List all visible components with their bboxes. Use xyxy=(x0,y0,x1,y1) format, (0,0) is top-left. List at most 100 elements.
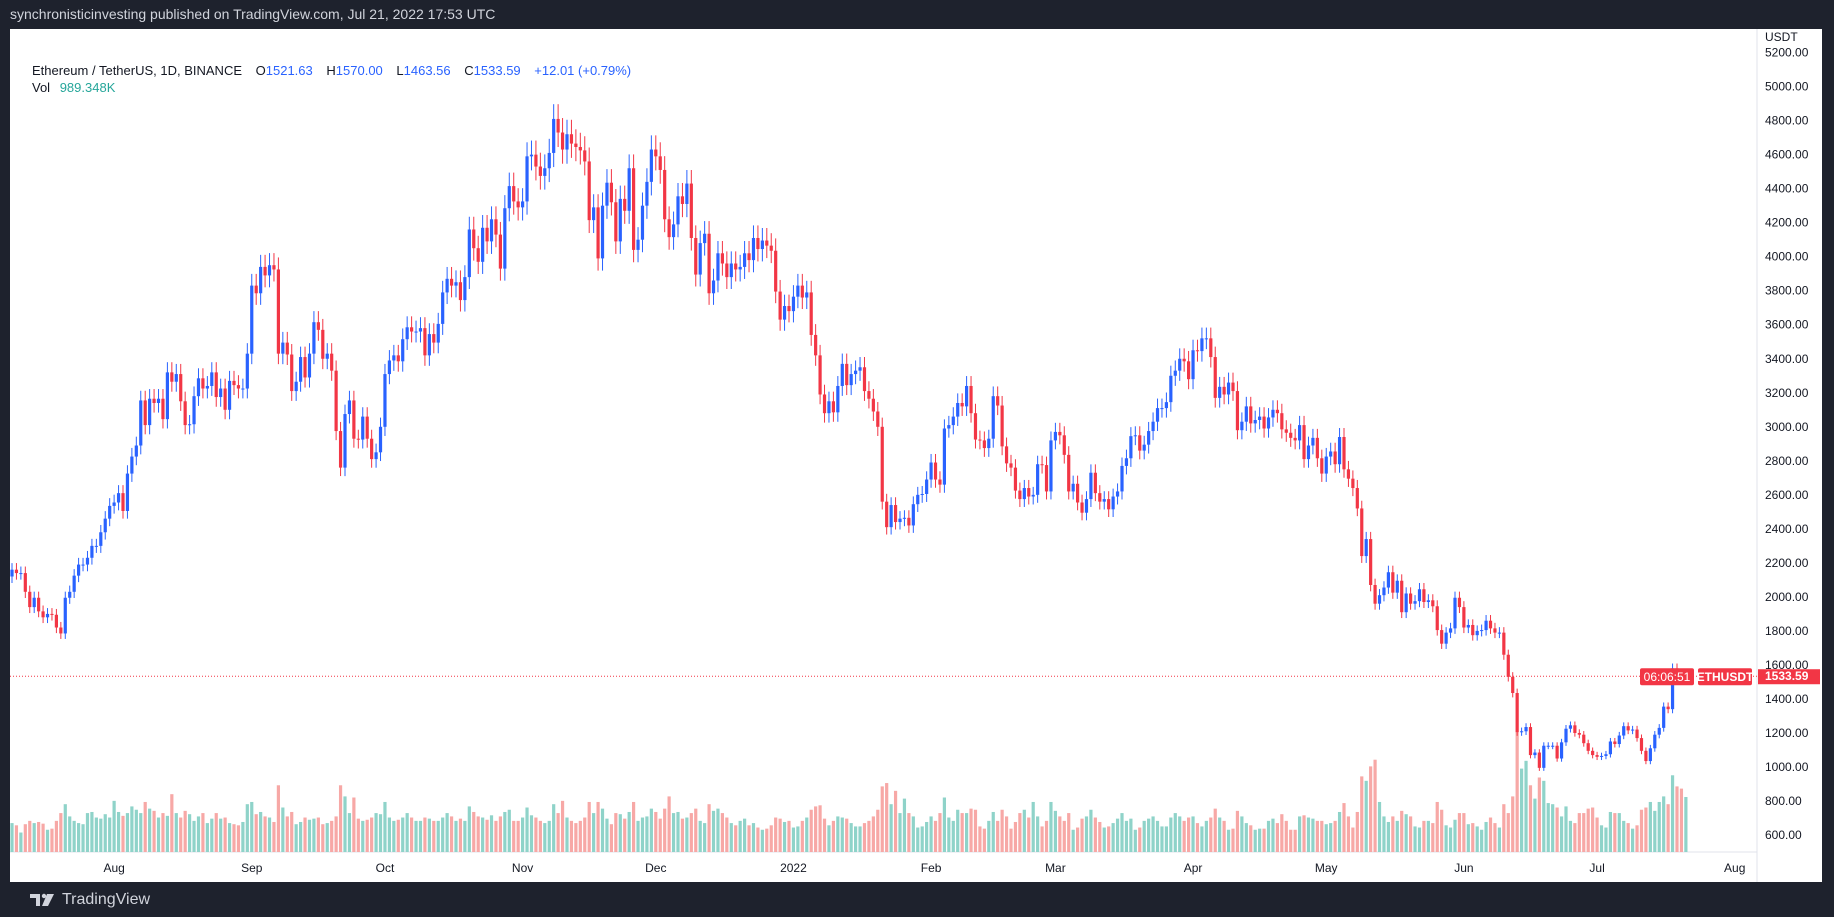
chart-pane[interactable]: 600.00 800.00 1000.00 1200.00 1400.00 1600.00… xyxy=(10,29,1822,882)
price-tick-label: 1600.00 xyxy=(1765,658,1809,672)
volume-bar xyxy=(72,820,76,852)
volume-bar xyxy=(933,820,938,852)
volume-bar xyxy=(1448,827,1453,852)
candle-body xyxy=(10,569,14,577)
volume-bar xyxy=(1018,813,1022,852)
candle-body xyxy=(845,363,849,386)
symbol-title[interactable]: Ethereum / TetherUS, 1D, BINANCE xyxy=(32,63,243,78)
volume-bar xyxy=(179,817,183,852)
volume-bar xyxy=(698,820,702,852)
candle-body xyxy=(23,573,27,592)
candle-body xyxy=(170,372,174,382)
candle-body xyxy=(1058,431,1062,436)
candle-body xyxy=(267,265,272,276)
volume-bar xyxy=(1178,816,1182,852)
volume-bar xyxy=(272,821,276,852)
volume-bar xyxy=(867,820,871,852)
candle-body xyxy=(1204,338,1208,340)
time-tick-label: Apr xyxy=(1184,861,1203,875)
candle-body xyxy=(1342,437,1346,470)
candle-body xyxy=(836,385,840,413)
volume-bar xyxy=(1559,816,1564,852)
volume-bar xyxy=(1622,820,1626,852)
candle-body xyxy=(982,440,986,449)
volume-bar xyxy=(1657,801,1661,852)
volume-bar xyxy=(765,828,769,852)
candle-body xyxy=(1187,361,1191,380)
candle-body xyxy=(1284,429,1288,433)
candle-body xyxy=(956,402,960,417)
candle-body xyxy=(1089,472,1093,500)
price-tick-label: 2000.00 xyxy=(1765,590,1809,604)
volume-bar xyxy=(294,824,298,852)
candle-body xyxy=(1178,358,1182,371)
candle-body xyxy=(556,118,560,133)
candle-body xyxy=(121,493,125,511)
candle-body xyxy=(1093,472,1097,494)
volume-bar xyxy=(347,813,352,852)
volume-bar xyxy=(680,818,685,852)
tradingview-logo[interactable]: TradingView xyxy=(30,891,150,909)
volume-bar xyxy=(1204,820,1208,852)
volume-bar xyxy=(1235,810,1240,852)
candle-body xyxy=(472,229,476,249)
volume-bar xyxy=(1129,818,1133,852)
candle-body xyxy=(54,614,58,628)
volume-bar xyxy=(1386,821,1390,852)
candle-body xyxy=(592,207,596,221)
volume-bar xyxy=(1484,821,1488,852)
candle-body xyxy=(312,322,316,354)
volume-bar xyxy=(370,817,374,852)
candle-body xyxy=(1648,748,1652,762)
candle-body xyxy=(614,202,618,242)
volume-bar xyxy=(862,823,867,852)
volume-bar xyxy=(1160,826,1164,852)
candle-body xyxy=(1324,456,1328,474)
candle-body xyxy=(263,266,267,276)
candle-body xyxy=(876,411,880,427)
candle-body xyxy=(969,385,973,414)
price-tick-label: 5200.00 xyxy=(1765,46,1809,60)
volume-bar xyxy=(290,811,294,852)
candle-body xyxy=(352,400,356,439)
candle-body xyxy=(818,355,822,395)
volume-bar xyxy=(94,817,98,852)
volume-bar xyxy=(840,817,844,852)
volume-bar xyxy=(720,813,724,852)
volume-bar xyxy=(583,817,587,852)
candle-body xyxy=(272,265,276,270)
volume-bar xyxy=(241,821,245,852)
candle-body xyxy=(77,564,81,576)
candle-body xyxy=(432,334,436,343)
volume-bar xyxy=(1275,823,1279,852)
candle-body xyxy=(1311,437,1315,446)
volume-bar xyxy=(365,819,369,852)
candle-body xyxy=(316,322,320,330)
candle-body xyxy=(1644,750,1648,762)
candle-body xyxy=(960,402,964,407)
candle-body xyxy=(605,182,609,206)
volume-bar xyxy=(259,811,263,852)
volume-bar xyxy=(1555,807,1559,852)
volume-bar xyxy=(23,824,27,852)
volume-bar xyxy=(969,808,973,852)
candle-body xyxy=(334,370,338,432)
candle-body xyxy=(769,245,773,251)
candle-body xyxy=(81,564,85,566)
candle-body xyxy=(889,505,893,528)
price-tick-label: 600.00 xyxy=(1765,828,1802,842)
volume-bar xyxy=(1413,826,1417,852)
candle-body xyxy=(538,166,542,176)
candle-body xyxy=(791,296,796,312)
volume-bar xyxy=(1462,813,1466,852)
candle-body xyxy=(205,385,209,389)
volume-bar xyxy=(401,817,405,852)
candle-body xyxy=(831,401,835,413)
candle-body xyxy=(534,154,538,167)
candle-body xyxy=(1049,440,1053,492)
volume-bar xyxy=(1000,809,1004,852)
candle-body xyxy=(183,401,187,426)
candlestick-chart[interactable]: 600.00 800.00 1000.00 1200.00 1400.00 1600.00… xyxy=(10,29,1822,882)
time-tick-label: Oct xyxy=(376,861,395,875)
volume-bar xyxy=(774,817,778,852)
